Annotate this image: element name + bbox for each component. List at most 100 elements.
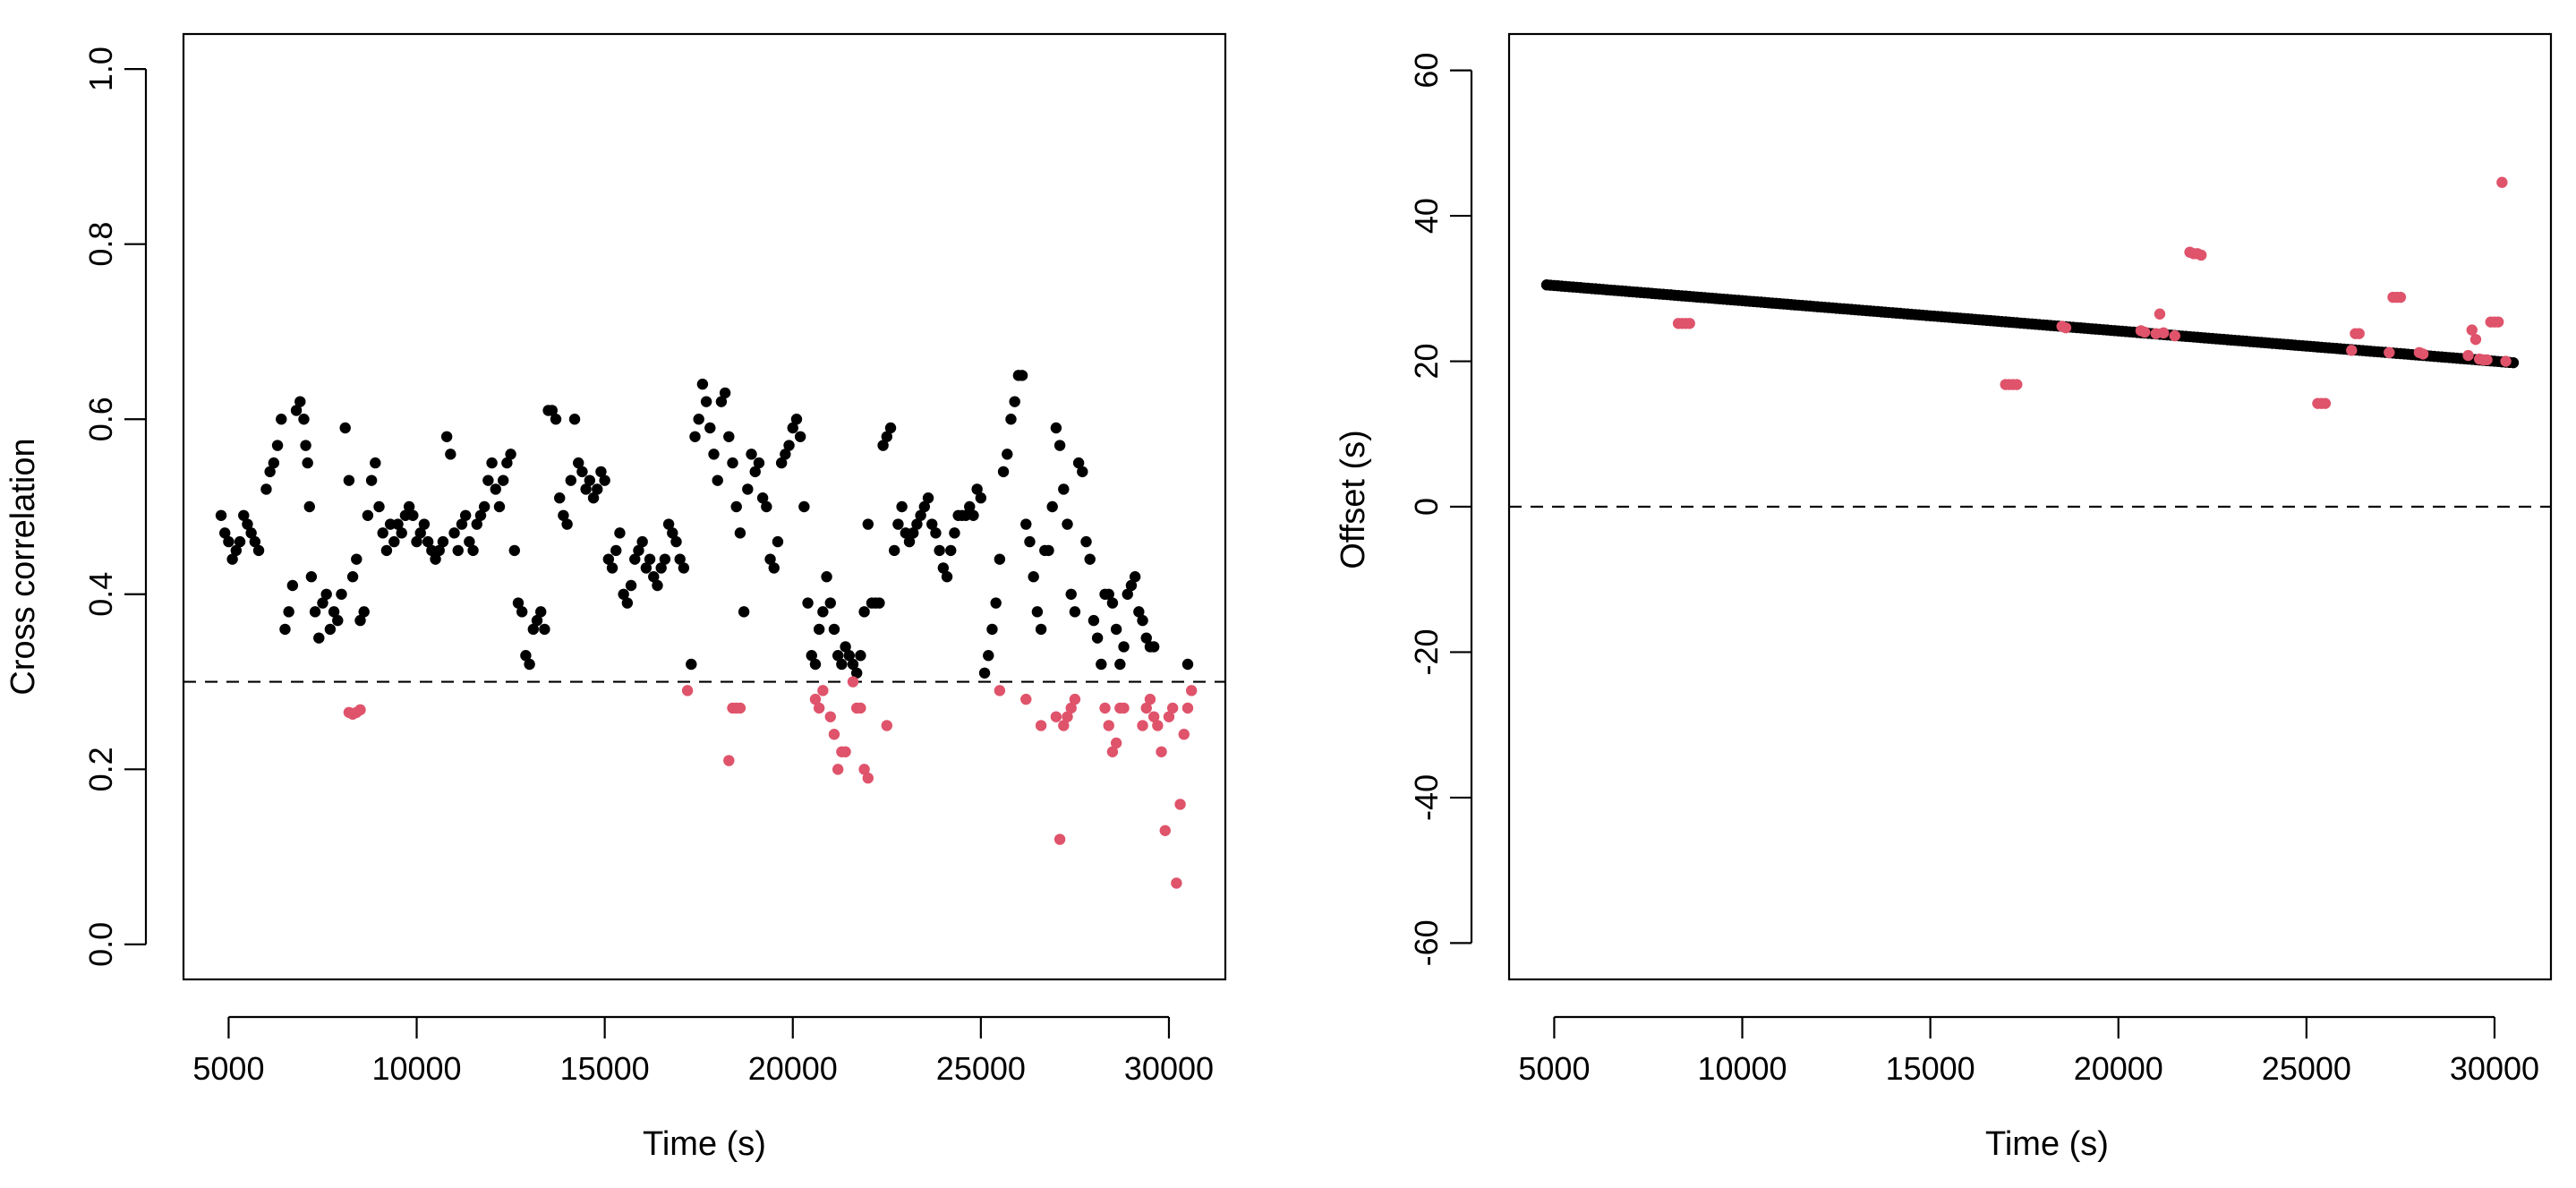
y-tick-label: 40 <box>1408 198 1445 234</box>
data-point <box>652 579 663 592</box>
data-point <box>1185 685 1198 697</box>
panel-cross-correlation: Cross correlation Time (s) 5000 10000 1500… <box>4 32 1227 1163</box>
y-tick-label: 0.0 <box>82 922 119 967</box>
data-point <box>824 597 836 609</box>
data-point <box>380 544 393 557</box>
data-point <box>832 650 844 662</box>
data-point <box>320 588 332 600</box>
data-point <box>2384 346 2395 358</box>
data-point <box>332 614 344 627</box>
y-tick-label: 20 <box>1408 344 1445 380</box>
data-point <box>847 676 859 688</box>
data-point <box>279 623 291 636</box>
data-point <box>249 535 261 548</box>
data-point <box>994 685 1006 697</box>
data-point <box>464 535 475 548</box>
data-point <box>377 527 388 539</box>
data-point <box>881 720 893 731</box>
data-point <box>1020 693 1032 705</box>
data-point <box>1171 877 1182 889</box>
x-tick-label: 5000 <box>1518 1050 1590 1087</box>
data-point <box>738 606 750 618</box>
data-point <box>708 449 720 460</box>
data-point <box>550 414 562 425</box>
data-point <box>802 597 814 609</box>
data-point <box>2195 249 2207 261</box>
data-point <box>915 509 926 521</box>
data-point <box>1002 449 1013 460</box>
data-point <box>768 562 780 574</box>
data-point <box>821 571 832 583</box>
data-point <box>828 623 840 636</box>
data-point <box>2466 324 2478 336</box>
data-point <box>862 518 874 530</box>
data-point <box>806 650 817 662</box>
data-point <box>343 474 355 486</box>
data-point <box>968 509 979 521</box>
data-point <box>1137 614 1148 627</box>
data-point <box>2060 321 2072 334</box>
data-point <box>230 544 243 557</box>
data-point <box>761 500 772 513</box>
data-point <box>422 535 434 548</box>
data-point <box>1152 720 1164 731</box>
data-point <box>260 483 272 495</box>
data-point <box>2138 326 2151 338</box>
data-point <box>317 597 328 609</box>
data-point <box>1106 597 1119 609</box>
data-point <box>1106 746 1119 757</box>
y-axis-label: Offset (s) <box>1335 430 1372 569</box>
data-point <box>874 597 885 609</box>
data-point <box>474 509 487 521</box>
data-point <box>922 492 934 504</box>
data-point <box>678 562 690 574</box>
data-point <box>226 553 238 565</box>
panel-offset: Offset (s) Time (s) 5000 10000 15000 20000 2… <box>1335 32 2553 1163</box>
data-point <box>1133 606 1145 618</box>
data-point <box>734 702 746 714</box>
data-point <box>2319 397 2332 409</box>
data-point <box>1058 720 1070 731</box>
data-point <box>242 518 253 530</box>
x-tick-label: 20000 <box>748 1050 838 1087</box>
series-below-threshold <box>343 676 1198 889</box>
data-point <box>512 597 525 609</box>
data-point <box>686 658 697 671</box>
data-point <box>302 457 313 469</box>
data-point <box>339 422 351 434</box>
data-point <box>286 579 299 592</box>
data-point <box>336 588 347 600</box>
data-point <box>817 606 829 618</box>
data-point <box>824 711 836 722</box>
data-point <box>245 527 257 539</box>
x-tick-label: 10000 <box>1697 1050 1787 1087</box>
data-point <box>1137 720 1148 731</box>
data-point <box>595 466 607 478</box>
data-point <box>294 396 306 407</box>
data-point <box>775 457 788 469</box>
data-point <box>328 606 340 618</box>
y-tick-label: 0 <box>1408 498 1445 516</box>
data-point <box>1058 483 1070 495</box>
data-point <box>576 466 588 478</box>
data-point <box>648 571 660 583</box>
data-point <box>655 562 667 574</box>
data-point <box>215 509 227 521</box>
y-tick-label: -60 <box>1408 919 1445 966</box>
data-point <box>580 483 592 495</box>
data-point <box>828 729 840 740</box>
y-tick-label: 0.8 <box>82 222 119 267</box>
y-tick-label: -40 <box>1408 774 1445 821</box>
data-point <box>554 492 566 504</box>
data-point <box>1103 588 1114 600</box>
data-point <box>354 614 366 627</box>
data-point <box>486 457 498 469</box>
data-point <box>2462 349 2474 362</box>
data-point <box>621 597 634 609</box>
data-point <box>681 685 694 697</box>
data-point <box>884 422 897 434</box>
data-point <box>1147 711 1160 722</box>
data-point <box>689 431 701 442</box>
data-point <box>276 414 287 425</box>
data-point <box>403 500 415 513</box>
